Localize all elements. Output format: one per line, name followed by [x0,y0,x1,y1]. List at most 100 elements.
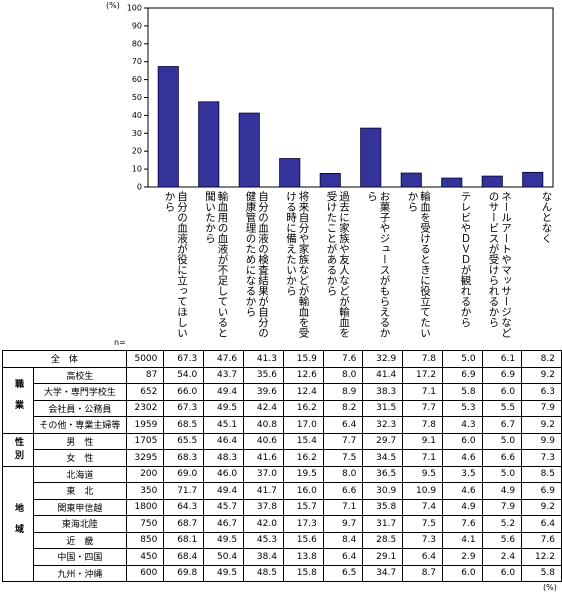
y-tick-label: 80 [132,39,142,48]
table-cell: 8.2 [322,399,364,417]
bar [238,112,260,188]
table-cell: 4.9 [442,498,483,516]
bar [360,127,382,188]
x-tick-label: 輸血を受けるときに役立てたいから [406,191,432,338]
table-cell: 6.0 [481,383,523,401]
table-cell: 5.5 [481,399,523,417]
y-tick-label: 100 [127,4,142,13]
y-tick-label: 20 [132,147,142,156]
table-cell: 42.0 [243,515,284,533]
y-tick-label: 40 [132,111,142,120]
table-cell: 19.5 [282,465,324,483]
table-cell: 1959 [125,416,165,434]
table-cell: 12.2 [521,548,562,566]
bar [198,101,220,188]
table-cell: 35.8 [362,498,404,516]
table-cell: 50.4 [203,548,245,566]
table-cell: 5.6 [481,531,523,549]
table-cell: 39.6 [243,383,284,401]
table-cell: 4.9 [481,482,523,500]
table-cell: 49.4 [203,482,245,500]
table-cell: 8.7 [402,564,444,582]
table-cell: 9.9 [521,432,562,450]
y-tick-label: 30 [132,129,142,138]
table-cell: 600 [125,564,165,582]
table-cell: 7.3 [402,531,444,549]
table-cell: 41.7 [243,482,284,500]
table-cell: 6.3 [521,383,562,401]
table-cell: 49.4 [203,383,245,401]
row-label: 大学・専門学校生 [33,383,127,401]
table-cell: 34.5 [362,449,404,467]
table-cell: 46.7 [203,515,245,533]
table-cell: 5000 [125,350,165,368]
table-cell: 4.1 [442,531,483,549]
table-cell: 68.1 [163,531,205,549]
table-cell: 6.7 [481,416,523,434]
bar [481,175,503,188]
table-cell: 45.1 [203,416,245,434]
table-cell: 6.9 [521,482,562,500]
table-cell: 7.1 [402,449,444,467]
table-cell: 8.0 [322,465,364,483]
table-cell: 8.2 [521,350,562,368]
table-cell: 38.3 [362,383,404,401]
table-cell: 6.0 [442,432,483,450]
table-cell: 1705 [125,432,165,450]
table-cell: 65.5 [163,432,205,450]
table-row: 九州・沖縄 600 69.8 49.5 48.5 15.8 6.5 34.7 8.7 6.0 6.0… [3,564,562,582]
table-cell: 5.3 [442,399,483,417]
table-cell: 200 [125,465,165,483]
table-cell: 3295 [125,449,165,467]
group-label: 地域 [2,465,34,582]
table-cell: 6.4 [322,416,364,434]
table-row: 地域 北海道 200 69.0 46.0 37.0 19.5 8.0 36.5 9.5 3.5 5.0… [2,465,562,582]
group-text: 地域 [13,502,23,545]
table-cell: 7.3 [521,449,562,467]
table-cell: 8.0 [322,366,364,384]
table-cell: 7.5 [322,449,364,467]
table-cell: 37.0 [243,465,284,483]
y-tick-label: 60 [132,75,142,84]
table-cell: 32.3 [362,416,404,434]
unit-label: (%) [106,1,120,10]
table-cell: 45.3 [243,531,284,549]
table-cell: 9.2 [521,498,562,516]
row-label: 東 北 [33,482,127,500]
table-cell: 450 [125,548,165,566]
y-tick-label: 90 [132,21,142,30]
table-cell: 38.4 [243,548,284,566]
table-cell: 7.8 [402,416,444,434]
table-cell: 31.7 [362,515,404,533]
table-cell: 15.9 [282,350,324,368]
table-row: 職業 高校生 87 54.0 43.7 35.6 12.6 8.0 41.4 17.2 6.9 6.9… [2,366,562,434]
table-row: 会社員・公務員 2302 67.3 49.5 42.4 16.2 8.2 31.5 7.7 5.3… [3,399,562,417]
y-tick-label: 10 [132,165,142,174]
table-cell: 16.2 [282,399,324,417]
table-cell: 2.9 [442,548,483,566]
table-cell: 850 [125,531,165,549]
table-cell: 350 [125,482,165,500]
table-cell: 16.2 [282,449,324,467]
group-text: 性別 [13,436,23,463]
group-label: 職業 [2,366,34,434]
bar [279,158,301,188]
table-cell: 2302 [125,399,165,417]
table-cell: 4.6 [442,449,483,467]
table-cell: 12.6 [282,366,324,384]
table-cell: 49.5 [203,399,245,417]
table-cell: 9.2 [521,366,562,384]
table-cell: 68.7 [163,515,205,533]
table-cell: 30.9 [362,482,404,500]
table-row: 近 畿 850 68.1 49.5 45.3 15.6 8.4 28.5 7.3 4.1 5.6 7.… [3,531,562,549]
table-cell: 41.4 [362,366,404,384]
table-cell: 1800 [125,498,165,516]
table-cell: 34.7 [362,564,404,582]
table-cell: 47.6 [203,350,245,368]
table-cell: 7.1 [322,498,364,516]
table-cell: 15.6 [282,531,324,549]
table-cell: 46.4 [203,432,245,450]
x-tick-label: 自分の血液が役に立ってほしいから [163,191,189,338]
table-cell: 5.8 [442,383,483,401]
